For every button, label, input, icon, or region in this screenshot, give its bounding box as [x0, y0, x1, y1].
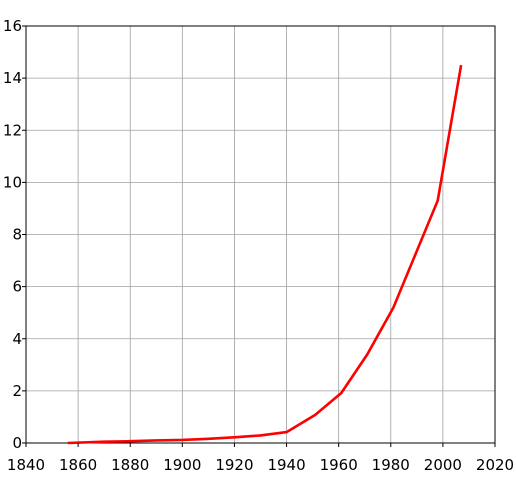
- x-tick-label: 1960: [320, 456, 358, 474]
- y-tick-label: 12: [3, 121, 22, 139]
- series-line: [67, 64, 463, 445]
- y-tick-label: 6: [12, 278, 22, 296]
- x-tick-label: 1860: [59, 456, 97, 474]
- y-tick-label: 8: [12, 226, 22, 244]
- y-tick-label: 16: [3, 17, 22, 35]
- x-tick-label: 1980: [372, 456, 410, 474]
- x-tick-label: 1940: [267, 456, 305, 474]
- x-tick-label: 1880: [111, 456, 149, 474]
- x-tick-label: 1900: [163, 456, 201, 474]
- x-axis-ticks: 1840 1860 1880 1900 1920 1940 1960 1980 2000 2020: [7, 443, 514, 474]
- y-tick-label: 14: [3, 69, 22, 87]
- y-axis-ticks: 0 2 4 6 8 10 12 14 16: [3, 17, 26, 452]
- y-tick-label: 2: [12, 382, 22, 400]
- y-tick-label: 4: [12, 330, 22, 348]
- y-tick-label: 10: [3, 173, 22, 191]
- y-tick-label: 0: [12, 434, 22, 452]
- x-tick-label: 2020: [476, 456, 514, 474]
- x-tick-label: 1840: [7, 456, 45, 474]
- series-layer: [67, 64, 463, 445]
- x-tick-label: 1920: [215, 456, 253, 474]
- x-tick-label: 2000: [424, 456, 462, 474]
